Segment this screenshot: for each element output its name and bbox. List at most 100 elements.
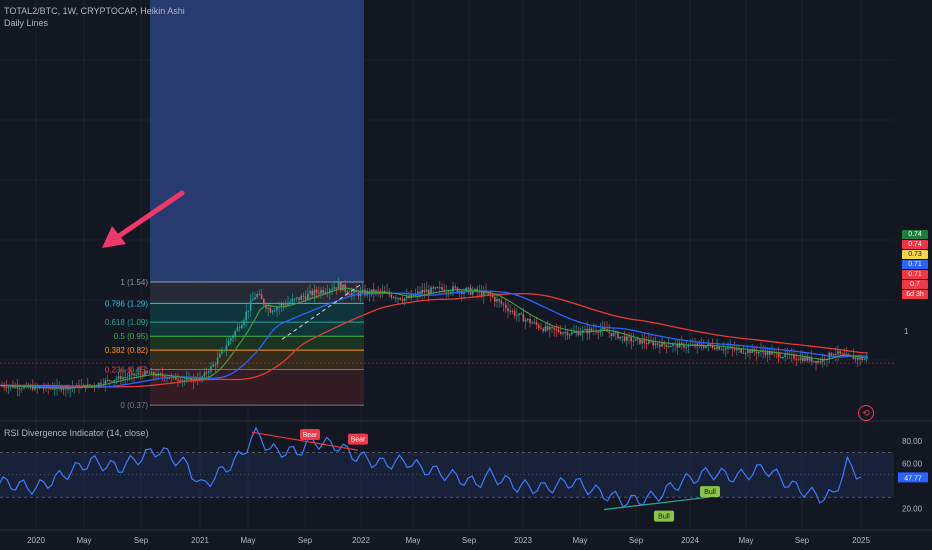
candle-body (652, 341, 654, 346)
divergence-label-box (654, 510, 674, 522)
candle-body (3, 385, 5, 388)
candle-body (436, 287, 439, 289)
candle-body (399, 297, 401, 300)
candle-body (568, 334, 571, 336)
candle-body (610, 332, 613, 336)
candle-body (408, 296, 410, 299)
candle-body (148, 372, 151, 374)
candle-body (634, 338, 637, 341)
candle-body (458, 290, 461, 293)
candle-body (106, 380, 109, 382)
candle-body (667, 346, 670, 348)
candle-body (109, 380, 111, 382)
candle-body (69, 387, 71, 390)
candle-body (472, 291, 474, 295)
candle-body (540, 327, 542, 329)
candle-body (16, 386, 19, 389)
candle-body (269, 307, 272, 313)
candle-body (32, 386, 34, 390)
candle-body (98, 382, 100, 386)
candle-body (551, 326, 553, 328)
candle-body (320, 290, 322, 294)
candle-body (777, 352, 780, 358)
candle-body (331, 289, 333, 291)
candle-body (263, 298, 265, 305)
candle-body (104, 380, 107, 385)
candle-body (703, 346, 705, 348)
candle-body (758, 351, 760, 354)
candle-body (766, 351, 769, 356)
candle-body (718, 346, 720, 350)
candle-body (181, 380, 184, 382)
candle-body (496, 299, 498, 302)
time-axis-label: 2020 (27, 536, 45, 545)
candle-body (227, 340, 230, 346)
candle-body (113, 379, 115, 382)
candle-body (683, 343, 685, 348)
candle-body (725, 348, 727, 350)
candle-body (175, 376, 177, 380)
time-axis-label: May (738, 536, 753, 545)
candles-group (1, 277, 868, 398)
ma-blue-line (0, 290, 869, 389)
fib-band (150, 350, 364, 370)
candle-body (351, 293, 353, 296)
candle-body (500, 300, 503, 304)
ma-red-line (0, 293, 869, 388)
candle-body (280, 303, 283, 307)
candle-body (859, 357, 861, 360)
candle-body (153, 372, 155, 375)
rsi-axis-label: 60.00 (902, 460, 923, 469)
candle-body (848, 354, 850, 356)
replay-icon[interactable]: ⟲ (858, 405, 874, 421)
candle-body (89, 384, 91, 386)
candle-body (126, 376, 129, 378)
candle-body (282, 303, 285, 305)
candle-body (643, 340, 646, 343)
candle-body (463, 291, 465, 294)
candle-body (300, 295, 302, 300)
candle-body (630, 337, 632, 342)
time-axis-label: Sep (298, 536, 313, 545)
candle-body (260, 294, 263, 299)
symbol-title: TOTAL2/BTC, 1W, CRYPTOCAP, Heikin Ashi (4, 6, 185, 16)
candle-body (216, 357, 219, 365)
time-axis-label: 2025 (852, 536, 870, 545)
price-badge: 0.71 (902, 260, 928, 269)
price-badge: 6d 3h (902, 290, 928, 299)
ma-green-line (0, 287, 869, 389)
candle-body (131, 373, 133, 375)
candle-body (441, 287, 443, 290)
candle-body (434, 287, 437, 289)
candle-body (707, 343, 709, 346)
candle-body (342, 284, 344, 291)
candle-body (687, 345, 690, 348)
candle-body (296, 297, 298, 299)
candle-body (564, 332, 566, 334)
fib-level-label: 0.5 (0.95) (114, 332, 149, 341)
price-badge: 0.73 (902, 250, 928, 259)
candle-body (628, 336, 630, 338)
candle-body (203, 372, 206, 377)
candle-body (705, 345, 707, 348)
candle-body (474, 288, 476, 292)
candle-body (795, 358, 797, 360)
candle-body (1, 385, 3, 387)
candle-body (267, 307, 269, 309)
candle-body (304, 296, 307, 300)
candle-body (720, 349, 723, 351)
candle-body (133, 373, 135, 376)
candle-body (139, 373, 142, 375)
candle-body (799, 357, 802, 360)
candle-body (839, 351, 841, 354)
candle-body (362, 289, 364, 292)
candle-body (645, 342, 648, 344)
candle-body (373, 289, 375, 294)
candle-body (318, 292, 320, 294)
candle-body (241, 325, 243, 329)
candle-body (509, 310, 511, 312)
candle-body (769, 351, 771, 355)
candle-body (425, 289, 428, 293)
candle-body (337, 282, 340, 289)
